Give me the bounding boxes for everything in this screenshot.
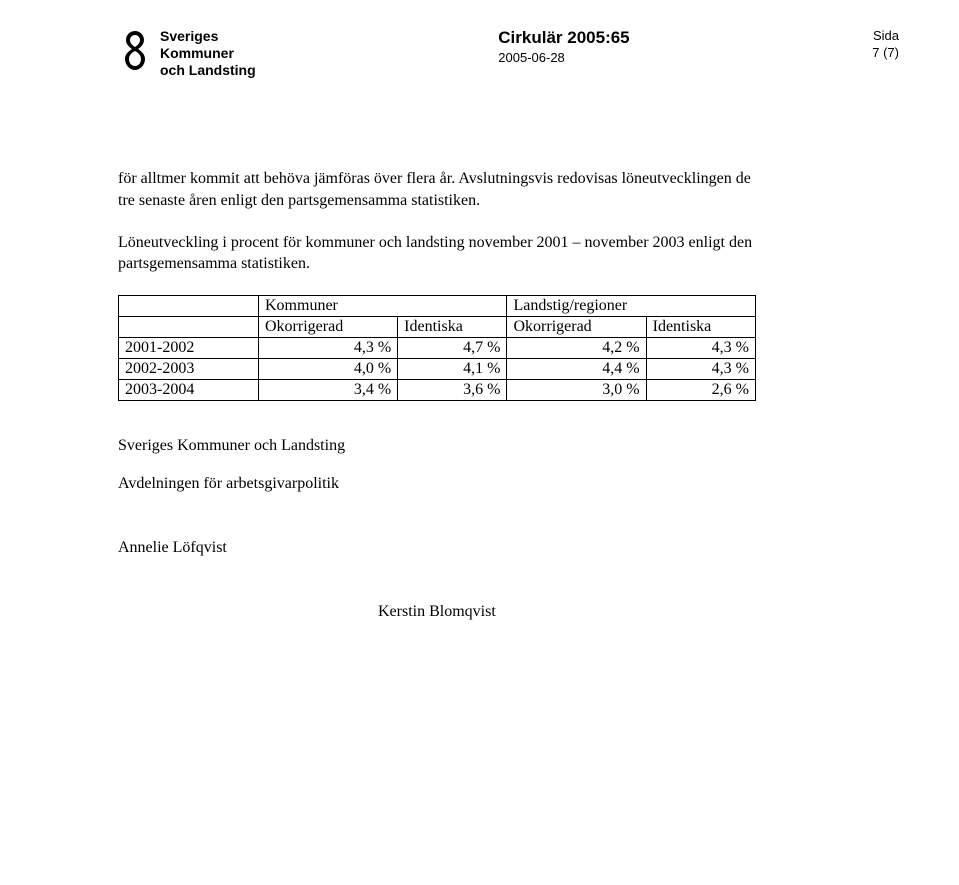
col-group-kommuner: Kommuner [259,295,507,316]
org-line2: Kommuner [160,45,256,62]
row-label: 2003-2004 [119,379,259,400]
table-row: 2003-2004 3,4 % 3,6 % 3,0 % 2,6 % [119,379,756,400]
wage-table: Kommuner Landstig/regioner Okorrigerad I… [118,295,899,401]
cell: 4,4 % [507,358,646,379]
page-header: Sveriges Kommuner och Landsting Cirkulär… [118,28,899,78]
doc-title: Cirkulär 2005:65 [498,28,629,48]
header-center: Cirkulär 2005:65 2005-06-28 [498,28,629,65]
cell: 2,6 % [646,379,755,400]
col-group-landsting: Landstig/regioner [507,295,756,316]
cell: 3,6 % [398,379,507,400]
paragraph-1: för alltmer kommit att behöva jämföras ö… [118,168,758,211]
table-row: 2002-2003 4,0 % 4,1 % 4,4 % 4,3 % [119,358,756,379]
page-label: Sida [872,28,899,43]
signoff-name-1: Annelie Löfqvist [118,539,899,557]
table-row: 2001-2002 4,3 % 4,7 % 4,2 % 4,3 % [119,337,756,358]
row-label: 2001-2002 [119,337,259,358]
header-right: Sida 7 (7) [872,28,899,60]
paragraph-2: Löneutveckling i procent för kommuner oc… [118,232,758,275]
org-line3: och Landsting [160,62,256,79]
cell: 4,3 % [259,337,398,358]
cell: 4,2 % [507,337,646,358]
cell: 3,4 % [259,379,398,400]
table-header-row-2: Okorrigerad Identiska Okorrigerad Identi… [119,316,756,337]
cell: 4,3 % [646,358,755,379]
page-number: 7 (7) [872,45,899,60]
subcol-ident-2: Identiska [646,316,755,337]
blank-cell [119,316,259,337]
signoff-block: Sveriges Kommuner och Landsting Avdelnin… [118,437,899,621]
row-label: 2002-2003 [119,358,259,379]
table-header-row-1: Kommuner Landstig/regioner [119,295,756,316]
signoff-dept: Avdelningen för arbetsgivarpolitik [118,475,899,493]
cell: 3,0 % [507,379,646,400]
blank-cell [119,295,259,316]
doc-date: 2005-06-28 [498,50,629,65]
cell: 4,0 % [259,358,398,379]
org-logo-block: Sveriges Kommuner och Landsting [118,28,256,78]
subcol-ident-1: Identiska [398,316,507,337]
cell: 4,3 % [646,337,755,358]
org-line1: Sveriges [160,28,256,45]
signoff-name-2: Kerstin Blomqvist [378,603,899,621]
skl-logo-icon [118,28,152,72]
signoff-org: Sveriges Kommuner och Landsting [118,437,899,455]
cell: 4,1 % [398,358,507,379]
cell: 4,7 % [398,337,507,358]
subcol-okorr-1: Okorrigerad [259,316,398,337]
org-name: Sveriges Kommuner och Landsting [160,28,256,78]
subcol-okorr-2: Okorrigerad [507,316,646,337]
